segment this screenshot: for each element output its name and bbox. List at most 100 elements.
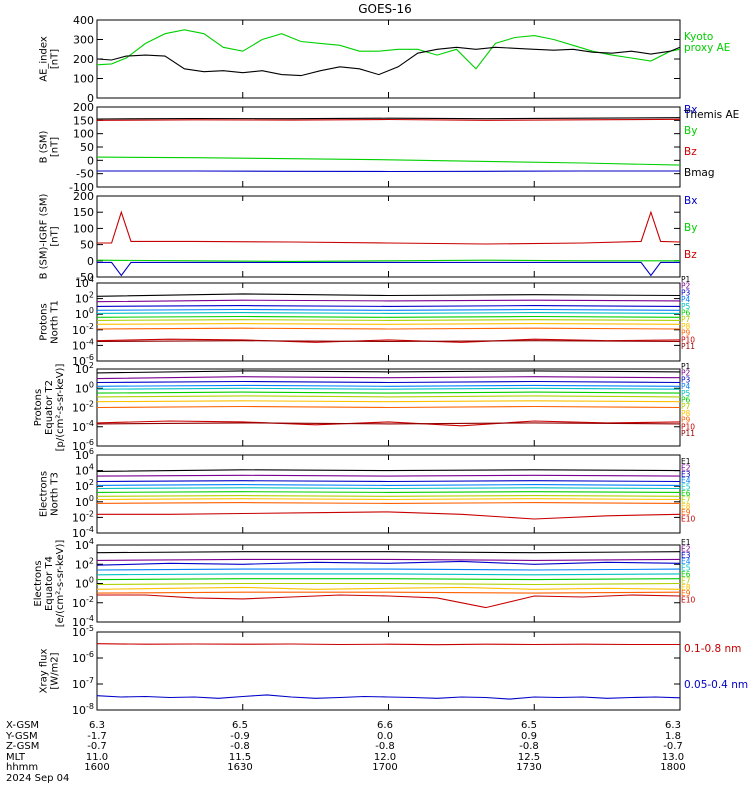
- legend-entry: P7: [681, 315, 691, 324]
- series-line-e7: [96, 495, 681, 497]
- legend-entry: P5: [681, 389, 691, 398]
- series-line-e1: [96, 469, 681, 472]
- y-tick-label: 104: [75, 537, 94, 552]
- axis-row-label: Z-GSM: [6, 741, 39, 752]
- legend-entry: P6: [681, 309, 691, 318]
- legend-entry: P11: [681, 342, 695, 351]
- y-axis-label: [nT]: [50, 49, 61, 69]
- y-axis-label: AE_index: [39, 36, 50, 82]
- legend-entry: P4: [681, 382, 691, 391]
- legend-entry: P3: [681, 288, 691, 297]
- series-line-e2: [96, 558, 681, 561]
- series-line-p4: [96, 384, 681, 387]
- y-tick-label: 200: [73, 53, 94, 66]
- y-tick-label: 150: [73, 114, 94, 127]
- series-line-e10: [97, 594, 681, 609]
- panel-frame: [96, 195, 681, 278]
- legend-entry: E5: [681, 483, 691, 492]
- axis-row-value: 6.3: [89, 720, 105, 731]
- panel-frame: [96, 454, 681, 534]
- y-tick-label: 0: [87, 255, 94, 268]
- legend-entry: E1: [681, 457, 691, 466]
- series-line-e4: [96, 484, 681, 486]
- legend-entry: P1: [681, 275, 691, 284]
- axis-row-value: 1800: [660, 762, 685, 773]
- y-tick-label: 0: [87, 154, 94, 167]
- axis-row-label: hhmm: [6, 762, 38, 773]
- legend-entry: E2: [681, 544, 691, 553]
- legend-entry: P8: [681, 322, 691, 331]
- axis-row-value: -0.7: [663, 741, 683, 752]
- series-line-p3: [96, 305, 681, 307]
- axis-row-value: 1600: [84, 762, 109, 773]
- legend-entry: E6: [681, 489, 691, 498]
- y-axis-label: [p/(cm²-s-sr-keV)]: [55, 364, 66, 452]
- y-tick-label: 10-8: [72, 702, 94, 717]
- axis-row-value: 6.5: [521, 720, 537, 731]
- series-line-p8: [96, 400, 681, 403]
- series-line-e8: [96, 498, 681, 501]
- series-line-bx: [97, 261, 680, 277]
- legend-entry: P4: [681, 295, 691, 304]
- legend-entry: Bz: [684, 146, 697, 158]
- axis-row-value: 6.5: [232, 720, 248, 731]
- y-tick-label: 10-5: [72, 624, 94, 639]
- series-line-e2: [96, 474, 681, 477]
- y-tick-label: 10-4: [72, 337, 94, 352]
- axis-row-value: -0.7: [87, 741, 107, 752]
- legend-entry: E7: [681, 576, 691, 585]
- axis-row-value: 6.3: [665, 720, 681, 731]
- series-line-e6: [96, 491, 681, 493]
- series-line-bz: [97, 210, 681, 245]
- y-axis-label: [nT]: [50, 226, 61, 246]
- series-line-p10: [96, 338, 681, 343]
- y-tick-label: 102: [75, 361, 94, 376]
- legend-entry: Bx: [684, 104, 697, 116]
- y-tick-label: 10-2: [72, 400, 94, 415]
- series-line-e9: [96, 591, 681, 594]
- y-tick-label: 10-7: [72, 676, 94, 691]
- series-line-p9: [96, 327, 681, 330]
- legend-entry: proxy AE: [684, 42, 730, 54]
- legend-entry: P8: [681, 409, 691, 418]
- y-tick-label: 10-4: [72, 419, 94, 434]
- y-tick-label: 104: [75, 463, 94, 478]
- y-tick-label: 100: [75, 494, 94, 509]
- legend-entry: Kyoto: [684, 31, 713, 43]
- axis-row-value: 1630: [227, 762, 252, 773]
- y-tick-label: 0: [87, 92, 94, 105]
- axis-row-value: 1730: [516, 762, 541, 773]
- y-axis-label: [W/m2]: [50, 652, 61, 689]
- series-line-bmag: [96, 117, 681, 120]
- legend-entry: E4: [681, 557, 691, 566]
- y-axis-label: Electrons: [33, 560, 44, 606]
- series-line-e9: [96, 502, 681, 504]
- legend-entry: E8: [681, 502, 691, 511]
- legend-entry: Bmag: [684, 167, 715, 179]
- series-line-p6: [96, 315, 681, 318]
- series-line-p9: [96, 405, 681, 409]
- series-line-e1: [96, 551, 681, 554]
- legend-entry: P7: [681, 402, 691, 411]
- time-axis-table: X-GSM 6.3 6.5 6.6 6.5 6.3 Y-GSM -1.7 -0.9 0.0 0.9 1…: [5, 720, 686, 784]
- series-line-0-1-0-8-nm: [96, 643, 680, 646]
- series-line-e7: [96, 582, 681, 586]
- series-line-by: [96, 156, 681, 166]
- legend-entry: P1: [681, 362, 691, 371]
- legend-entry: P11: [681, 429, 695, 438]
- legend-entry: E10: [681, 515, 696, 524]
- series-line-e3: [96, 560, 681, 566]
- series-line-e4: [96, 568, 681, 571]
- y-axis-label: Equator T4: [44, 556, 55, 611]
- y-tick-label: 10-2: [72, 322, 94, 337]
- y-tick-label: 104: [75, 275, 94, 290]
- legend-entry: P9: [681, 416, 691, 425]
- series-line-e5: [96, 487, 681, 490]
- y-axis-label: [e/(cm²-s-sr-keV)]: [55, 540, 66, 628]
- series-line-p6: [96, 391, 681, 394]
- axis-row-value: 0.9: [521, 731, 537, 742]
